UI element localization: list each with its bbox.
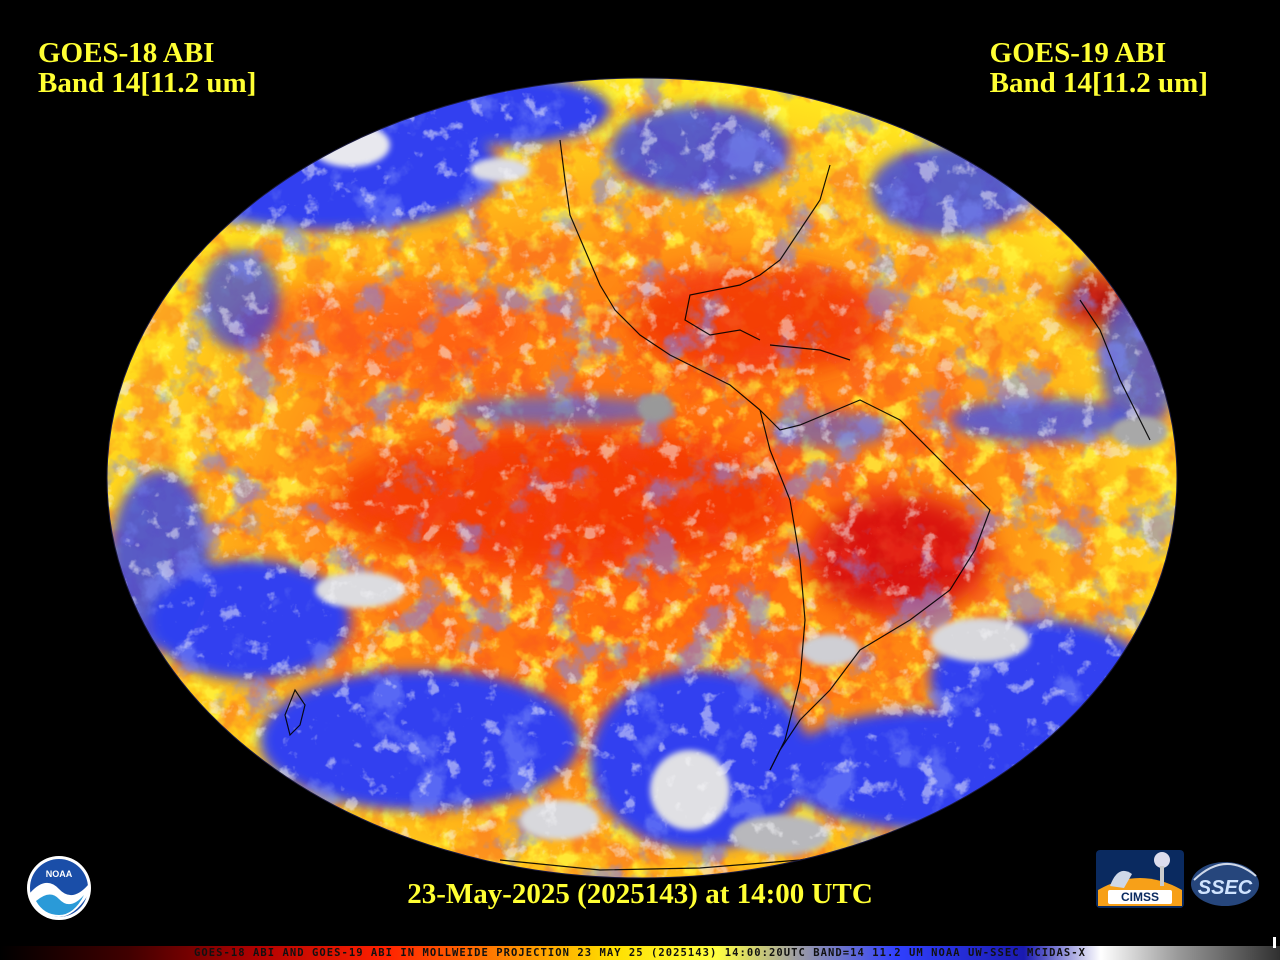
- noaa-logo: NOAA: [27, 856, 91, 920]
- cimss-logo-text: CIMSS: [1121, 890, 1159, 904]
- image-timestamp: 23-May-2025 (2025143) at 14:00 UTC: [407, 878, 873, 910]
- corner-marker: [1273, 937, 1276, 948]
- left-title-line2: Band 14[11.2 um]: [38, 67, 257, 99]
- temperature-color-bar: GOES-18 ABI AND GOES-19 ABI IN MOLLWEIDE…: [0, 946, 1280, 960]
- right-satellite-title: GOES-19 ABI Band 14[11.2 um]: [990, 38, 1208, 98]
- right-title-line1: GOES-19 ABI: [989, 37, 1167, 69]
- noaa-logo-text: NOAA: [46, 869, 73, 879]
- cimss-logo: CIMSS: [1096, 850, 1184, 908]
- ssec-logo-text: SSEC: [1198, 877, 1253, 899]
- right-title-line2: Band 14[11.2 um]: [989, 67, 1208, 99]
- color-scale: [0, 946, 1280, 960]
- ssec-logo: SSEC: [1191, 862, 1259, 906]
- product-caption: GOES-18 ABI AND GOES-19 ABI IN MOLLWEIDE…: [194, 947, 1086, 959]
- left-title-line1: GOES-18 ABI: [38, 37, 215, 69]
- left-satellite-title: GOES-18 ABI Band 14[11.2 um]: [38, 38, 256, 98]
